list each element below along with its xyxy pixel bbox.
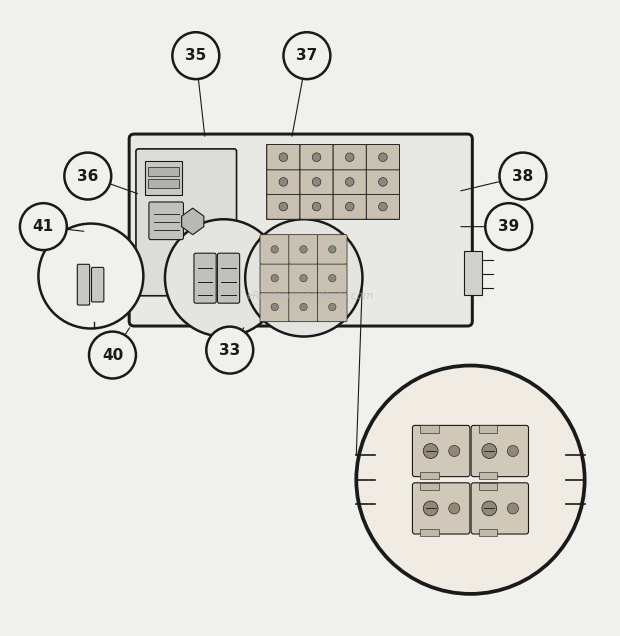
FancyBboxPatch shape (129, 134, 472, 326)
Bar (420, 425, 438, 433)
FancyBboxPatch shape (333, 169, 366, 195)
Bar (420, 472, 438, 479)
FancyBboxPatch shape (366, 169, 399, 195)
Polygon shape (182, 208, 204, 235)
Text: 37: 37 (296, 48, 317, 63)
Circle shape (271, 303, 278, 311)
Circle shape (271, 275, 278, 282)
Bar (420, 483, 438, 490)
Bar (267, 145, 399, 219)
Circle shape (500, 153, 546, 200)
FancyBboxPatch shape (333, 144, 366, 170)
Circle shape (312, 202, 321, 211)
FancyBboxPatch shape (194, 253, 216, 303)
Circle shape (345, 153, 354, 162)
Bar (479, 472, 497, 479)
Circle shape (271, 245, 278, 253)
Circle shape (423, 501, 438, 516)
Circle shape (482, 443, 497, 459)
Text: 36: 36 (77, 169, 99, 184)
FancyBboxPatch shape (366, 194, 399, 219)
FancyBboxPatch shape (300, 144, 333, 170)
Circle shape (38, 224, 143, 328)
FancyBboxPatch shape (260, 263, 290, 293)
FancyBboxPatch shape (333, 194, 366, 219)
Bar (144, 161, 182, 195)
FancyBboxPatch shape (289, 293, 318, 322)
Circle shape (449, 503, 460, 514)
FancyBboxPatch shape (267, 144, 300, 170)
Circle shape (485, 203, 532, 250)
Circle shape (482, 501, 497, 516)
FancyBboxPatch shape (267, 169, 300, 195)
FancyBboxPatch shape (412, 425, 470, 476)
FancyBboxPatch shape (289, 263, 318, 293)
Circle shape (345, 202, 354, 211)
Circle shape (300, 303, 308, 311)
Text: 38: 38 (512, 169, 534, 184)
FancyBboxPatch shape (317, 263, 347, 293)
Text: eReplacementParts.com: eReplacementParts.com (246, 291, 374, 301)
FancyBboxPatch shape (471, 425, 528, 476)
Circle shape (300, 245, 308, 253)
Circle shape (245, 219, 363, 336)
FancyBboxPatch shape (267, 194, 300, 219)
Circle shape (172, 32, 219, 79)
Circle shape (300, 275, 308, 282)
FancyBboxPatch shape (366, 144, 399, 170)
Circle shape (279, 202, 288, 211)
Bar (148, 167, 179, 176)
Circle shape (206, 327, 253, 373)
Bar (420, 529, 438, 537)
Circle shape (329, 245, 336, 253)
Circle shape (379, 153, 388, 162)
Bar (148, 179, 179, 188)
FancyBboxPatch shape (78, 265, 90, 305)
Text: 39: 39 (498, 219, 520, 234)
Circle shape (279, 153, 288, 162)
FancyBboxPatch shape (317, 235, 347, 264)
Circle shape (507, 445, 518, 457)
Text: 41: 41 (33, 219, 54, 234)
FancyBboxPatch shape (149, 202, 184, 240)
Circle shape (423, 443, 438, 459)
Bar (479, 483, 497, 490)
Bar (479, 529, 497, 537)
Circle shape (329, 275, 336, 282)
Circle shape (89, 331, 136, 378)
Circle shape (379, 177, 388, 186)
FancyBboxPatch shape (300, 169, 333, 195)
FancyBboxPatch shape (92, 267, 104, 302)
FancyBboxPatch shape (317, 293, 347, 322)
Circle shape (20, 203, 67, 250)
Text: 35: 35 (185, 48, 206, 63)
Circle shape (283, 32, 330, 79)
Circle shape (449, 445, 460, 457)
Circle shape (507, 503, 518, 514)
FancyBboxPatch shape (412, 483, 470, 534)
FancyBboxPatch shape (260, 235, 290, 264)
Circle shape (64, 153, 111, 200)
Bar (479, 425, 497, 433)
FancyBboxPatch shape (289, 235, 318, 264)
Circle shape (279, 177, 288, 186)
Text: 40: 40 (102, 347, 123, 363)
Circle shape (312, 177, 321, 186)
Circle shape (329, 303, 336, 311)
Circle shape (356, 366, 585, 594)
FancyBboxPatch shape (471, 483, 528, 534)
Circle shape (312, 153, 321, 162)
Circle shape (345, 177, 354, 186)
Circle shape (379, 202, 388, 211)
Text: 33: 33 (219, 343, 241, 357)
FancyBboxPatch shape (218, 253, 240, 303)
FancyBboxPatch shape (136, 149, 237, 296)
Circle shape (165, 219, 282, 336)
Bar (464, 251, 482, 294)
FancyBboxPatch shape (260, 293, 290, 322)
FancyBboxPatch shape (300, 194, 333, 219)
